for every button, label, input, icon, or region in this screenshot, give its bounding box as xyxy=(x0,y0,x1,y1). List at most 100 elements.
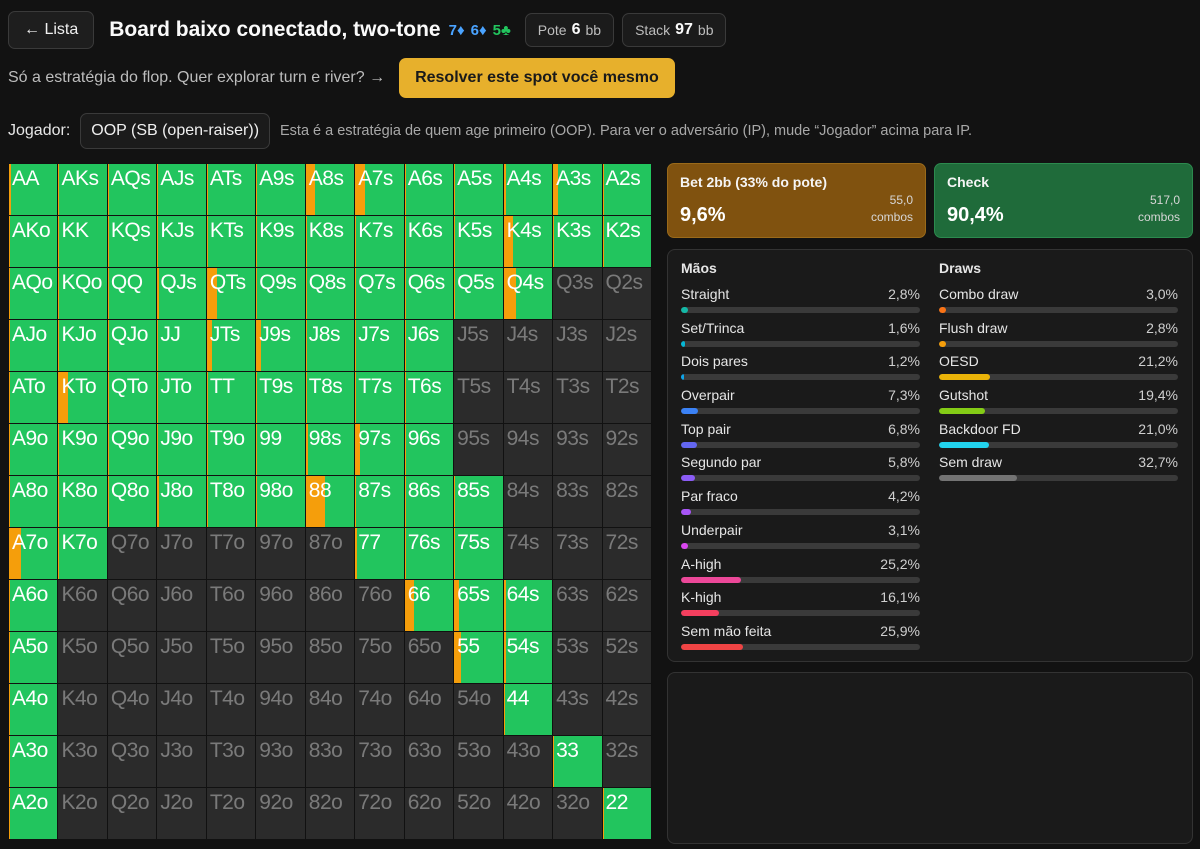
hand-cell[interactable]: K2s xyxy=(602,216,651,267)
hand-cell[interactable]: K3o xyxy=(58,736,107,787)
hand-cell[interactable]: A8s xyxy=(305,164,355,215)
hand-cell[interactable]: 52s xyxy=(602,632,651,683)
hand-cell[interactable]: Q5s xyxy=(454,268,503,319)
hand-cell[interactable]: T9s xyxy=(256,372,305,423)
hand-cell[interactable]: A6s xyxy=(404,164,454,215)
hand-cell[interactable]: AJo xyxy=(9,320,58,371)
hand-cell[interactable]: A9o xyxy=(9,424,58,475)
hand-cell[interactable]: 93o xyxy=(256,736,305,787)
hand-cell[interactable]: T2o xyxy=(206,788,256,839)
hand-cell[interactable]: J7o xyxy=(157,528,206,579)
hand-cell[interactable]: 62s xyxy=(602,580,651,631)
hand-cell[interactable]: T2s xyxy=(602,372,651,423)
hand-cell[interactable]: 99 xyxy=(256,424,305,475)
hand-cell[interactable]: K7o xyxy=(58,528,107,579)
hand-cell[interactable]: J4s xyxy=(503,320,553,371)
hand-cell[interactable]: 95s xyxy=(454,424,503,475)
hand-cell[interactable]: T9o xyxy=(206,424,256,475)
hand-cell[interactable]: J6o xyxy=(157,580,206,631)
hand-cell[interactable]: A8o xyxy=(9,476,58,527)
hand-cell[interactable]: T8o xyxy=(206,476,256,527)
hand-cell[interactable]: T6o xyxy=(206,580,256,631)
hand-cell[interactable]: Q4o xyxy=(107,684,157,735)
hand-cell[interactable]: KK xyxy=(58,216,107,267)
hand-cell[interactable]: 53s xyxy=(553,632,602,683)
hand-cell[interactable]: 83s xyxy=(553,476,602,527)
hand-cell[interactable]: 98s xyxy=(305,424,355,475)
hand-cell[interactable]: T4o xyxy=(206,684,256,735)
hand-cell[interactable]: 87s xyxy=(355,476,404,527)
hand-cell[interactable]: AJs xyxy=(157,164,206,215)
hand-cell[interactable]: 65o xyxy=(404,632,454,683)
hand-cell[interactable]: K4s xyxy=(503,216,553,267)
hand-cell[interactable]: 75o xyxy=(355,632,404,683)
hand-cell[interactable]: T7s xyxy=(355,372,404,423)
hand-cell[interactable]: 64o xyxy=(404,684,454,735)
hand-cell[interactable]: T5s xyxy=(454,372,503,423)
hand-cell[interactable]: J3o xyxy=(157,736,206,787)
hand-cell[interactable]: ATs xyxy=(206,164,256,215)
hand-cell[interactable]: K5o xyxy=(58,632,107,683)
hand-cell[interactable]: 85o xyxy=(305,632,355,683)
hand-cell[interactable]: K8o xyxy=(58,476,107,527)
hand-cell[interactable]: J4o xyxy=(157,684,206,735)
hand-cell[interactable]: A9s xyxy=(256,164,305,215)
hand-cell[interactable]: 33 xyxy=(553,736,602,787)
hand-cell[interactable]: A7s xyxy=(355,164,404,215)
hand-cell[interactable]: AA xyxy=(9,164,58,215)
hand-cell[interactable]: 72s xyxy=(602,528,651,579)
hand-cell[interactable]: KJo xyxy=(58,320,107,371)
hand-cell[interactable]: Q6s xyxy=(404,268,454,319)
hand-cell[interactable]: 53o xyxy=(454,736,503,787)
hand-cell[interactable]: 74o xyxy=(355,684,404,735)
hand-cell[interactable]: 55 xyxy=(454,632,503,683)
hand-cell[interactable]: KTo xyxy=(58,372,107,423)
hand-cell[interactable]: K9s xyxy=(256,216,305,267)
hand-cell[interactable]: Q5o xyxy=(107,632,157,683)
hand-cell[interactable]: T3o xyxy=(206,736,256,787)
hand-cell[interactable]: Q7s xyxy=(355,268,404,319)
hand-cell[interactable]: 93s xyxy=(553,424,602,475)
hand-cell[interactable]: J3s xyxy=(553,320,602,371)
hand-cell[interactable]: 63s xyxy=(553,580,602,631)
hand-cell[interactable]: QQ xyxy=(107,268,157,319)
hand-cell[interactable]: 52o xyxy=(454,788,503,839)
hand-cell[interactable]: 22 xyxy=(602,788,651,839)
hand-cell[interactable]: 76o xyxy=(355,580,404,631)
hand-cell[interactable]: Q9s xyxy=(256,268,305,319)
action-card-bet[interactable]: Bet 2bb (33% do pote) 9,6% 55,0 combos xyxy=(667,163,926,238)
hand-cell[interactable]: 98o xyxy=(256,476,305,527)
hand-cell[interactable]: K3s xyxy=(553,216,602,267)
hand-cell[interactable]: A7o xyxy=(9,528,58,579)
hand-cell[interactable]: 84s xyxy=(503,476,553,527)
hand-cell[interactable]: 62o xyxy=(404,788,454,839)
hand-cell[interactable]: Q6o xyxy=(107,580,157,631)
hand-cell[interactable]: A5o xyxy=(9,632,58,683)
hand-cell[interactable]: Q8s xyxy=(305,268,355,319)
hand-cell[interactable]: 66 xyxy=(404,580,454,631)
hand-cell[interactable]: 97o xyxy=(256,528,305,579)
hand-cell[interactable]: K4o xyxy=(58,684,107,735)
hand-cell[interactable]: A3o xyxy=(9,736,58,787)
hand-cell[interactable]: JJ xyxy=(157,320,206,371)
hand-cell[interactable]: K9o xyxy=(58,424,107,475)
hand-cell[interactable]: 73o xyxy=(355,736,404,787)
hand-cell[interactable]: 92o xyxy=(256,788,305,839)
hand-cell[interactable]: Q2s xyxy=(602,268,651,319)
hand-cell[interactable]: J9s xyxy=(256,320,305,371)
hand-cell[interactable]: J2s xyxy=(602,320,651,371)
hand-cell[interactable]: J7s xyxy=(355,320,404,371)
hand-cell[interactable]: 43s xyxy=(553,684,602,735)
hand-cell[interactable]: JTo xyxy=(157,372,206,423)
hand-cell[interactable]: AKs xyxy=(58,164,107,215)
hand-cell[interactable]: AQo xyxy=(9,268,58,319)
hand-cell[interactable]: 54o xyxy=(454,684,503,735)
hand-cell[interactable]: A3s xyxy=(553,164,602,215)
hand-cell[interactable]: 94s xyxy=(503,424,553,475)
hand-cell[interactable]: 97s xyxy=(355,424,404,475)
hand-cell[interactable]: A4s xyxy=(503,164,553,215)
hand-cell[interactable]: Q3s xyxy=(553,268,602,319)
action-card-check[interactable]: Check 90,4% 517,0 combos xyxy=(934,163,1193,238)
hand-cell[interactable]: 92s xyxy=(602,424,651,475)
hand-cell[interactable]: A2s xyxy=(602,164,651,215)
